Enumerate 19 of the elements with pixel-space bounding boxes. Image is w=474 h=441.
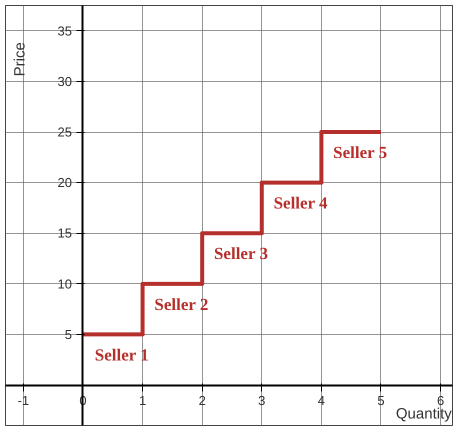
x-tick-label: -1 bbox=[18, 393, 30, 408]
y-tick-label: 15 bbox=[58, 226, 72, 241]
y-tick-label: 5 bbox=[64, 326, 72, 342]
annotation: Seller 5 bbox=[333, 143, 388, 162]
x-tick-label: 2 bbox=[198, 393, 206, 408]
annotation: Seller 1 bbox=[94, 345, 149, 364]
y-tick-label: 35 bbox=[58, 23, 72, 38]
annotation: Seller 4 bbox=[274, 194, 328, 213]
x-tick-label: 5 bbox=[377, 393, 385, 408]
annotation: Seller 2 bbox=[154, 294, 208, 314]
y-tick-label: 10 bbox=[58, 276, 72, 292]
x-tick-label: 4 bbox=[318, 393, 325, 408]
x-tick-label: 1 bbox=[138, 393, 146, 408]
y-tick-label: 20 bbox=[58, 175, 72, 190]
y-tick-label: 25 bbox=[58, 124, 72, 140]
y-tick-label: 30 bbox=[58, 74, 72, 89]
y-axis-title: Price bbox=[11, 42, 28, 76]
x-tick-label: 3 bbox=[258, 393, 266, 408]
annotation: Seller 3 bbox=[214, 244, 268, 264]
